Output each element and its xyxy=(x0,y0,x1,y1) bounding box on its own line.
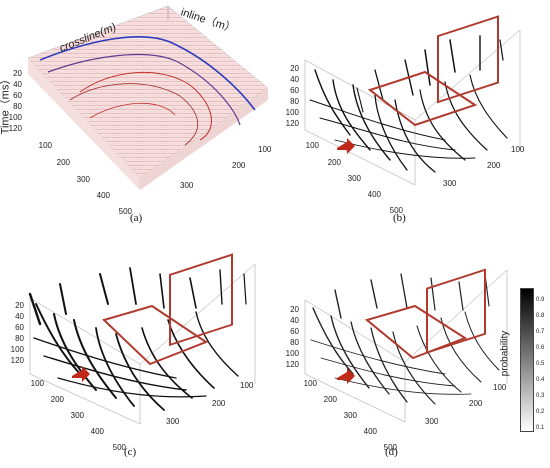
panel-a-inline-ticks: 100 200 300 xyxy=(180,145,272,190)
colorbar-title: probability xyxy=(499,330,511,377)
crossline-tick: 100 xyxy=(31,379,45,388)
colorbar-gradient xyxy=(520,288,534,432)
crossline-tick: 200 xyxy=(324,395,338,404)
time-tick: 120 xyxy=(286,119,300,128)
crossline-tick: 100 xyxy=(304,379,318,388)
panel-label: (b) xyxy=(393,212,406,224)
time-tick: 60 xyxy=(290,86,299,95)
inline-tick: 200 xyxy=(487,161,501,170)
time-tick: 20 xyxy=(13,69,22,78)
crossline-tick: 300 xyxy=(71,411,85,420)
panel-a-seismic-cube: 20 40 60 80 100 120 100 200 300 400 500 … xyxy=(9,5,272,216)
inline-tick: 100 xyxy=(493,383,507,392)
crossline-tick: 200 xyxy=(57,158,71,167)
colorbar-tick: 0.4 xyxy=(536,377,545,383)
panel-a: 20 40 60 80 100 120 100 200 300 400 500 … xyxy=(0,0,275,234)
crossline-tick: 400 xyxy=(364,427,378,436)
panel-b: 20 40 60 80 100 120 100 200 300 400 500 … xyxy=(275,0,550,234)
crossline-tick: 500 xyxy=(390,206,404,215)
panel-label: (c) xyxy=(124,446,137,458)
time-tick: 60 xyxy=(13,91,22,100)
time-tick: 80 xyxy=(15,334,24,343)
colorbar-tick: 0.1 xyxy=(536,425,545,431)
colorbar-tick: 0.2 xyxy=(536,409,545,415)
inline-tick: 200 xyxy=(232,161,246,170)
crossline-tick: 300 xyxy=(77,175,91,184)
time-tick: 60 xyxy=(15,323,24,332)
colorbar-tick: 0.3 xyxy=(536,393,545,399)
inline-tick: 300 xyxy=(425,417,439,426)
panel-c-fault-volume: 20 40 60 80 100 120 100 200 300 400 500 … xyxy=(11,253,256,452)
time-tick: 40 xyxy=(290,316,299,325)
inline-tick: 300 xyxy=(180,181,194,190)
crossline-tick: 300 xyxy=(344,411,358,420)
time-tick: 80 xyxy=(290,97,299,106)
crossline-tick: 300 xyxy=(348,174,362,183)
colorbar-tick: 0.9 xyxy=(536,297,545,303)
panel-a-crossline-ticks: 100 200 300 400 500 xyxy=(39,141,133,216)
crossline-tick: 400 xyxy=(368,190,382,199)
red-arrow-icon xyxy=(337,138,355,154)
time-tick: 40 xyxy=(290,75,299,84)
time-tick: 40 xyxy=(15,312,24,321)
inline-tick: 100 xyxy=(511,145,525,154)
time-tick: 80 xyxy=(13,102,22,111)
time-tick: 40 xyxy=(13,80,22,89)
time-tick: 80 xyxy=(290,338,299,347)
panel-d-fault-volume: 20 40 60 80 100 120 100 200 300 400 500 … xyxy=(286,268,508,452)
panel-d: 20 40 60 80 100 120 100 200 300 400 500 … xyxy=(275,234,515,468)
red-arrow-icon xyxy=(72,366,90,382)
time-axis-title: Time（ms） xyxy=(0,73,12,135)
crossline-tick: 500 xyxy=(113,443,127,452)
panel-label: (a) xyxy=(130,212,143,224)
inline-tick: 100 xyxy=(240,381,254,390)
panel-label: (d) xyxy=(385,446,398,458)
panel-a-time-ticks: 20 40 60 80 100 120 xyxy=(9,69,23,133)
time-tick: 120 xyxy=(286,360,300,369)
inline-tick: 200 xyxy=(212,399,226,408)
crossline-tick: 500 xyxy=(384,443,398,452)
crossline-tick: 400 xyxy=(91,427,105,436)
colorbar-tick: 0.6 xyxy=(536,345,545,351)
colorbar-tick: 0.5 xyxy=(536,361,545,367)
time-tick: 100 xyxy=(11,345,25,354)
time-tick: 60 xyxy=(290,327,299,336)
inline-tick: 100 xyxy=(258,145,272,154)
time-tick: 120 xyxy=(11,356,25,365)
crossline-tick: 100 xyxy=(306,141,320,150)
inline-tick: 300 xyxy=(166,417,180,426)
colorbar-tick: 0.8 xyxy=(536,313,545,319)
red-arrow-icon xyxy=(337,368,355,384)
time-tick: 120 xyxy=(9,124,23,133)
crossline-tick: 200 xyxy=(51,395,65,404)
colorbar-tick: 0.7 xyxy=(536,329,545,335)
crossline-tick: 200 xyxy=(328,158,342,167)
time-tick: 100 xyxy=(286,108,300,117)
crossline-tick: 100 xyxy=(39,141,53,150)
crossline-tick: 500 xyxy=(119,207,133,216)
time-tick: 20 xyxy=(15,301,24,310)
time-tick: 20 xyxy=(290,64,299,73)
panel-b-fault-volume: 20 40 60 80 100 120 100 200 300 400 500 … xyxy=(286,15,525,215)
crossline-tick: 400 xyxy=(97,191,111,200)
colorbar: 0.9 0.8 0.7 0.6 0.5 0.4 0.3 0.2 0.1 xyxy=(520,288,550,434)
inline-tick: 200 xyxy=(469,399,483,408)
time-tick: 100 xyxy=(9,113,23,122)
panel-c: 20 40 60 80 100 120 100 200 300 400 500 … xyxy=(0,234,275,468)
time-tick: 20 xyxy=(290,305,299,314)
inline-tick: 300 xyxy=(443,179,457,188)
time-tick: 100 xyxy=(286,349,300,358)
